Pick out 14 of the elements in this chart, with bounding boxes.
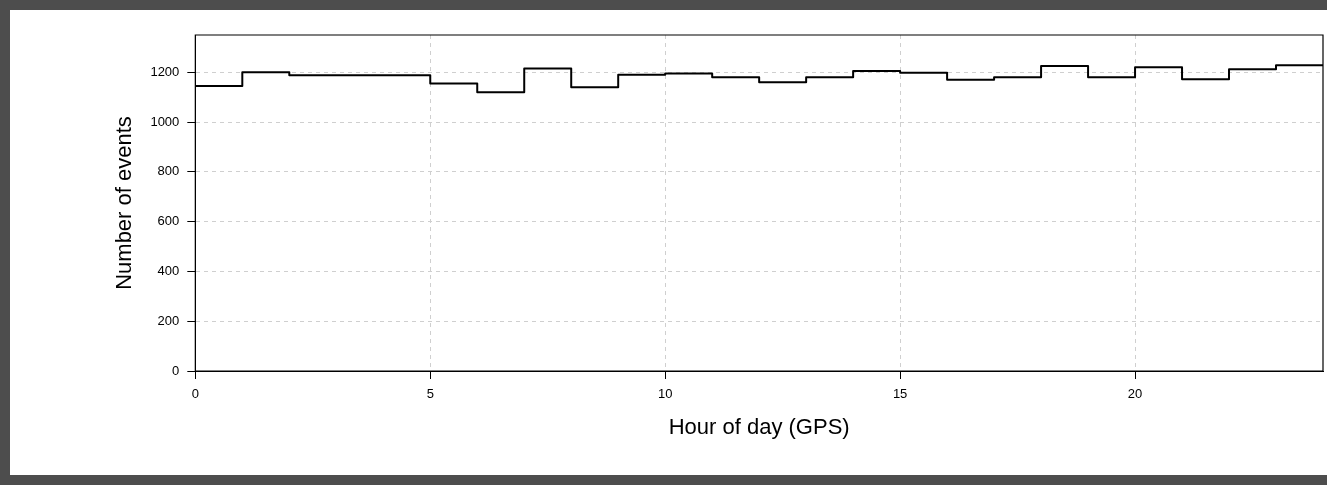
y-axis-title: Number of events xyxy=(111,116,137,290)
y-tick-label: 200 xyxy=(157,312,180,328)
x-tick-label: 0 xyxy=(191,386,199,402)
x-tick-label: 10 xyxy=(657,386,673,402)
y-tick-label: 1000 xyxy=(150,113,180,129)
y-tick-label: 0 xyxy=(172,362,180,378)
y-tick-label: 400 xyxy=(157,263,180,279)
x-tick-label: 5 xyxy=(426,386,434,402)
x-tick-label: 20 xyxy=(1127,386,1143,402)
x-axis-title: Hour of day (GPS) xyxy=(668,413,850,439)
y-tick-label: 1200 xyxy=(150,63,180,79)
x-tick-label: 15 xyxy=(892,386,908,402)
y-tick-label: 800 xyxy=(157,163,180,179)
y-tick-label: 600 xyxy=(157,213,180,229)
